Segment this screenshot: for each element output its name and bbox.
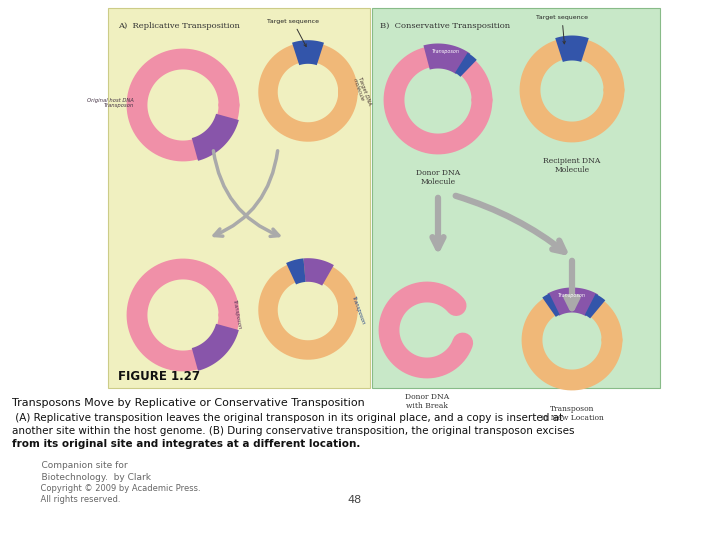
Text: Original host DNA
Transposon: Original host DNA Transposon	[87, 98, 134, 109]
Text: Biotechnology.  by Clark: Biotechnology. by Clark	[30, 473, 151, 482]
Text: Transposon: Transposon	[351, 295, 366, 325]
Text: B)  Conservative Transposition: B) Conservative Transposition	[380, 22, 510, 30]
Bar	[372, 8, 660, 388]
Text: (A) Replicative transposition leaves the original transposon in its original pla: (A) Replicative transposition leaves the…	[12, 413, 563, 423]
Text: 48: 48	[348, 495, 362, 505]
Text: Recipient DNA
Molecule: Recipient DNA Molecule	[544, 157, 600, 174]
Text: All rights reserved.: All rights reserved.	[30, 495, 120, 504]
Text: Target DNA
molecule: Target DNA molecule	[352, 76, 372, 108]
Text: Donor DNA
Molecule: Donor DNA Molecule	[416, 169, 460, 186]
Text: A)  Replicative Transposition: A) Replicative Transposition	[118, 22, 240, 30]
Text: Transposon: Transposon	[232, 300, 242, 330]
Text: Copyright © 2009 by Academic Press.: Copyright © 2009 by Academic Press.	[30, 484, 201, 493]
Text: from its original site and integrates at a different location.: from its original site and integrates at…	[12, 439, 361, 449]
Text: Donor DNA
with Break: Donor DNA with Break	[405, 393, 449, 410]
Text: another site within the host genome. (B) During conservative transposition, the : another site within the host genome. (B)…	[12, 426, 575, 436]
Text: Transposon: Transposon	[558, 293, 586, 298]
Text: Transposon
in New Location: Transposon in New Location	[541, 405, 603, 422]
Text: Transposons Move by Replicative or Conservative Transposition: Transposons Move by Replicative or Conse…	[12, 398, 365, 408]
Text: Target sequence: Target sequence	[267, 19, 319, 46]
Text: Transposon: Transposon	[432, 49, 460, 54]
Bar	[108, 8, 370, 388]
Text: Companion site for: Companion site for	[30, 461, 127, 470]
Text: Target sequence: Target sequence	[536, 15, 588, 44]
Text: FIGURE 1.27: FIGURE 1.27	[118, 370, 200, 383]
